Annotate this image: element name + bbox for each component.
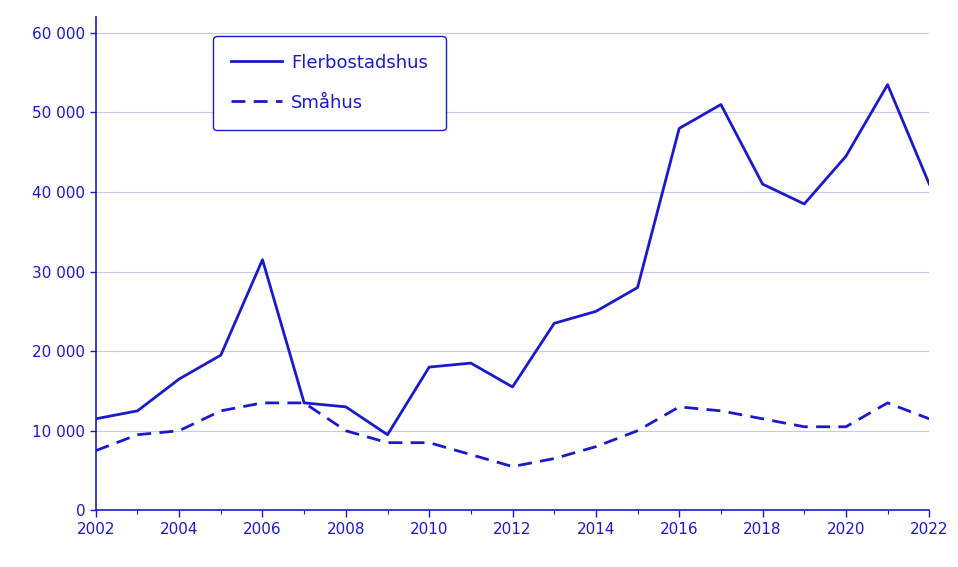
Flerbostadshus xyxy=(673,125,685,132)
Flerbostadshus xyxy=(216,352,227,358)
Flerbostadshus xyxy=(924,181,935,188)
Flerbostadshus xyxy=(90,416,102,422)
Flerbostadshus xyxy=(881,81,893,88)
Småhus xyxy=(881,400,893,407)
Småhus xyxy=(590,443,602,450)
Flerbostadshus xyxy=(631,284,643,291)
Småhus xyxy=(549,455,560,462)
Småhus xyxy=(216,408,227,414)
Flerbostadshus xyxy=(466,359,477,366)
Småhus xyxy=(466,451,477,458)
Flerbostadshus xyxy=(840,153,852,160)
Flerbostadshus xyxy=(257,256,268,263)
Flerbostadshus xyxy=(757,181,768,188)
Småhus xyxy=(798,424,810,430)
Flerbostadshus xyxy=(173,375,185,382)
Flerbostadshus xyxy=(340,404,352,411)
Småhus xyxy=(840,424,852,430)
Småhus xyxy=(340,428,352,434)
Småhus xyxy=(924,416,935,422)
Flerbostadshus xyxy=(798,201,810,208)
Småhus xyxy=(381,439,393,446)
Flerbostadshus xyxy=(381,431,393,438)
Småhus xyxy=(299,400,310,407)
Flerbostadshus xyxy=(716,101,727,108)
Flerbostadshus xyxy=(131,408,143,414)
Småhus xyxy=(173,428,185,434)
Småhus xyxy=(131,431,143,438)
Flerbostadshus xyxy=(299,400,310,407)
Legend: Flerbostadshus, Småhus: Flerbostadshus, Småhus xyxy=(214,36,445,130)
Småhus xyxy=(423,439,435,446)
Småhus xyxy=(257,400,268,407)
Småhus xyxy=(673,404,685,411)
Småhus xyxy=(631,428,643,434)
Flerbostadshus xyxy=(507,384,518,391)
Flerbostadshus xyxy=(549,320,560,327)
Småhus xyxy=(507,463,518,470)
Flerbostadshus xyxy=(423,363,435,370)
Line: Småhus: Småhus xyxy=(96,403,929,467)
Småhus xyxy=(716,408,727,414)
Flerbostadshus xyxy=(590,308,602,315)
Line: Flerbostadshus: Flerbostadshus xyxy=(96,84,929,435)
Småhus xyxy=(90,447,102,454)
Småhus xyxy=(757,416,768,422)
